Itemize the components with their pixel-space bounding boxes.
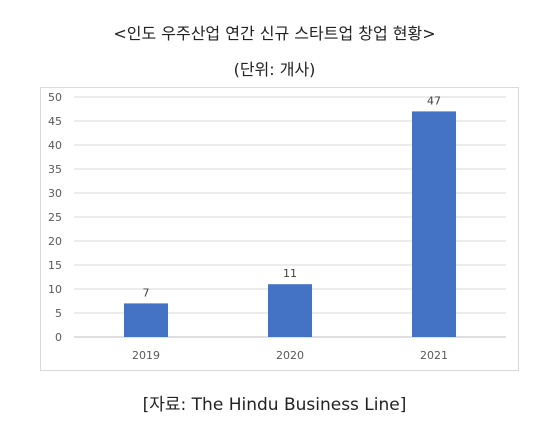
chart-frame: [40, 87, 519, 371]
y-tick-label: 10: [48, 283, 62, 296]
y-tick-label: 30: [48, 187, 62, 200]
bar: [412, 111, 456, 338]
data-label: 11: [283, 267, 297, 280]
x-tick-label: 2020: [276, 349, 304, 362]
y-tick-label: 35: [48, 163, 62, 176]
y-tick-label: 45: [48, 115, 62, 128]
source-note: [자료: The Hindu Business Line]: [142, 395, 407, 415]
y-tick-label: 0: [55, 331, 62, 344]
bar: [124, 303, 168, 337]
chart-unit: (단위: 개사): [233, 60, 316, 79]
y-tick-label: 25: [48, 211, 62, 224]
y-tick-label: 40: [48, 139, 62, 152]
y-tick-label: 5: [55, 307, 62, 320]
data-label: 47: [427, 94, 441, 107]
bar: [268, 284, 312, 337]
data-label: 7: [143, 286, 150, 299]
x-tick-label: 2019: [132, 349, 160, 362]
y-tick-label: 15: [48, 259, 62, 272]
y-tick-label: 20: [48, 235, 62, 248]
x-tick-label: 2021: [420, 349, 448, 362]
chart-title: <인도 우주산업 연간 신규 스타트업 창업 현황>: [113, 24, 436, 43]
y-tick-label: 50: [48, 91, 62, 104]
